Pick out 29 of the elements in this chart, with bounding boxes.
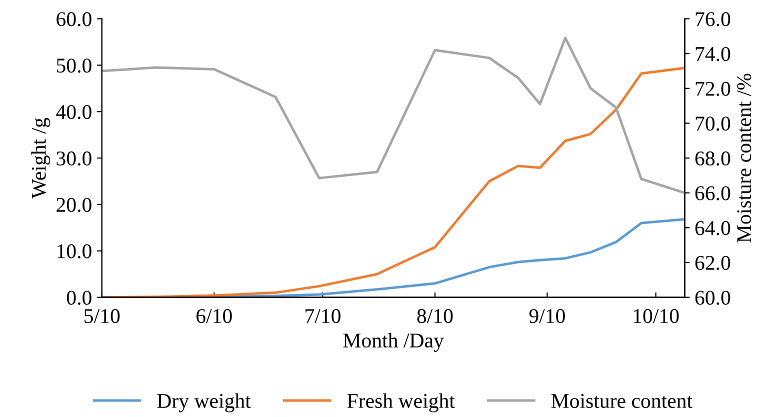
y2-tick-label: 70.0 xyxy=(696,116,730,131)
y2-axis-title: Moisture content /% xyxy=(737,74,752,242)
legend-label: Dry weight xyxy=(157,393,251,412)
y-tick-label: 20.0 xyxy=(56,198,92,212)
y2-tick-label: 72.0 xyxy=(696,82,730,96)
legend-label: Moisture content xyxy=(551,394,692,408)
y2-tick-label: 66.0 xyxy=(695,186,730,200)
y-tick-label: 30.0 xyxy=(56,151,92,166)
x-tick-label: 9/10 xyxy=(529,309,565,324)
x-tick-label: 7/10 xyxy=(306,309,340,324)
x-axis-title: Month /Day xyxy=(343,332,444,352)
x-tick-label: 8/10 xyxy=(417,309,453,324)
y2-tick-label: 68.0 xyxy=(695,151,730,166)
y2-tick-label: 62.0 xyxy=(695,256,730,270)
y2-tick-label: 76.0 xyxy=(696,12,730,26)
y-tick-label: 60.0 xyxy=(56,12,92,26)
y-tick-label: 50.0 xyxy=(56,58,92,73)
y-tick-label: 0.0 xyxy=(66,290,92,305)
line-series xyxy=(102,36,685,194)
x-tick-label: 10/10 xyxy=(634,309,679,324)
y-axis-title: Weight /g xyxy=(31,118,50,199)
y2-tick-label: 60.0 xyxy=(695,290,730,305)
legend-label: Fresh weight xyxy=(347,393,455,412)
y2-tick-label: 74.0 xyxy=(696,46,730,62)
x-tick-label: 6/10 xyxy=(196,309,232,324)
y-tick-label: 40.0 xyxy=(56,104,92,120)
y2-tick-label: 64.0 xyxy=(695,221,730,236)
y-tick-label: 10.0 xyxy=(58,244,92,258)
x-tick-label: 5/10 xyxy=(84,309,120,324)
